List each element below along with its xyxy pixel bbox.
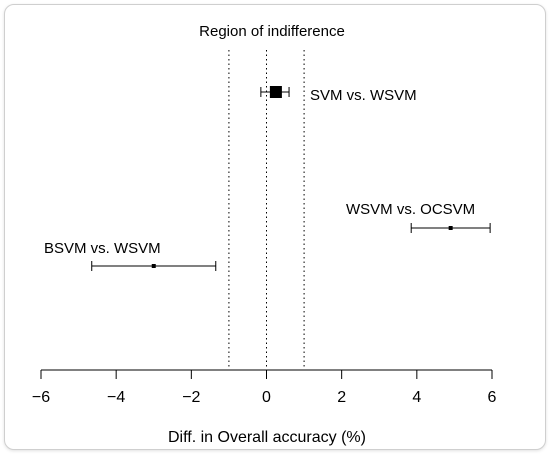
x-tick-label: 2	[337, 389, 346, 406]
x-tick-label: −2	[182, 389, 200, 406]
x-tick-label: 6	[488, 389, 497, 406]
x-axis-title: Diff. in Overall accuracy (%)	[168, 429, 366, 446]
x-tick-label: −6	[32, 389, 50, 406]
estimate-marker	[269, 86, 282, 98]
comparison-label: SVM vs. WSVM	[310, 87, 417, 104]
estimate-marker	[448, 226, 453, 230]
estimate-marker	[151, 264, 156, 268]
x-tick-label: 0	[262, 389, 271, 406]
comparison-label: WSVM vs. OCSVM	[346, 201, 475, 218]
x-tick-label: 4	[412, 389, 421, 406]
x-tick-label: −4	[107, 389, 125, 406]
region-of-indifference-label: Region of indifference	[199, 23, 345, 40]
chart-frame	[4, 4, 546, 450]
comparison-label: BSVM vs. WSVM	[44, 240, 161, 257]
